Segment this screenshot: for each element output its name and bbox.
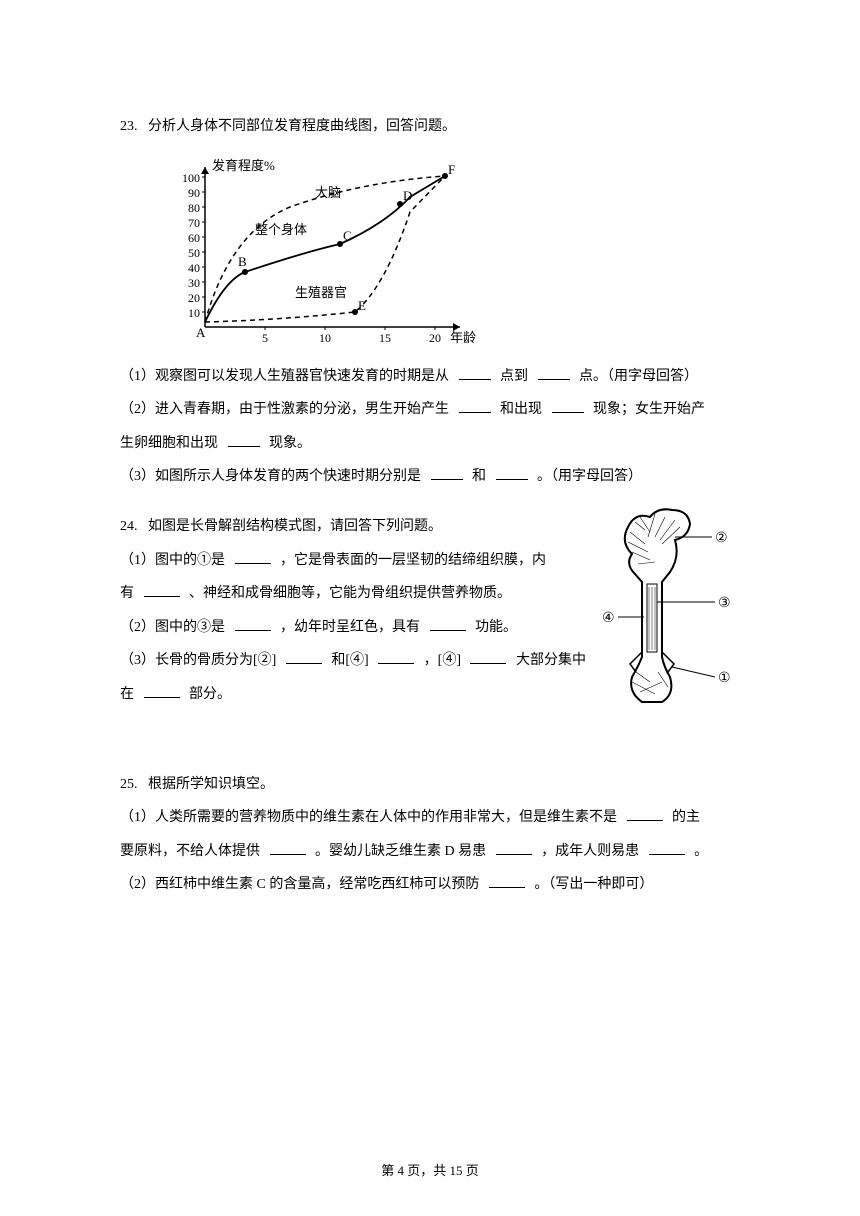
page-current: 4: [397, 1163, 404, 1178]
q25-number: 25.: [120, 777, 138, 792]
svg-text:70: 70: [188, 216, 200, 230]
letter-d: D: [403, 188, 412, 203]
chart-svg: 发育程度% 10 20 30 40 50 60 70 80 90 100: [160, 152, 480, 352]
svg-text:20: 20: [188, 291, 200, 305]
q25-intro-line: 25. 根据所学知识填空。: [120, 768, 740, 802]
q23-p3: （3）如图所示人身体发育的两个快速时期分别是 和 。（用字母回答）: [120, 460, 740, 494]
x-label: 年龄: [450, 330, 476, 345]
repro-label: 生殖器官: [295, 285, 347, 300]
x-ticks: 5 10 15 20: [262, 327, 441, 345]
bone-diagram: ① ② ③ ④: [600, 502, 740, 712]
svg-text:100: 100: [182, 171, 200, 185]
q24-p2: （2）图中的③是 ，幼年时呈红色，具有 功能。: [120, 611, 592, 645]
svg-text:30: 30: [188, 276, 200, 290]
y-title: 发育程度%: [212, 158, 275, 173]
q25-intro: 根据所学知识填空。: [148, 777, 274, 792]
bone-svg: ① ② ③ ④: [600, 502, 740, 712]
q25-p2: （2）西红柿中维生素 C 的含量高，经常吃西红柿可以预防 。（写出一种即可）: [120, 868, 740, 902]
q24-intro: 如图是长骨解剖结构模式图，请回答下列问题。: [148, 519, 442, 534]
body-label: 整个身体: [255, 222, 307, 237]
blank[interactable]: [286, 663, 322, 664]
svg-text:60: 60: [188, 231, 200, 245]
q23-number: 23.: [120, 119, 138, 134]
blank[interactable]: [459, 412, 491, 413]
blank[interactable]: [270, 854, 306, 855]
blank[interactable]: [144, 596, 180, 597]
blank[interactable]: [144, 697, 180, 698]
q23-p2: （2）进入青春期，由于性激素的分泌，男生开始产生 和出现 现象；女生开始产: [120, 393, 740, 427]
blank[interactable]: [470, 663, 506, 664]
letter-b: B: [238, 254, 247, 269]
spacer: [120, 728, 740, 768]
point-b: [242, 269, 248, 275]
blank[interactable]: [235, 630, 271, 631]
blank[interactable]: [538, 379, 570, 380]
svg-text:15: 15: [379, 331, 391, 345]
blank[interactable]: [378, 663, 414, 664]
q24-text: 24. 如图是长骨解剖结构模式图，请回答下列问题。 （1）图中的①是 ，它是骨表…: [120, 510, 592, 712]
q23-intro: 分析人身体不同部位发育程度曲线图，回答问题。: [148, 119, 456, 134]
q23-intro-line: 23. 分析人身体不同部位发育程度曲线图，回答问题。: [120, 110, 740, 144]
blank[interactable]: [459, 379, 491, 380]
blank[interactable]: [430, 630, 466, 631]
blank[interactable]: [649, 854, 685, 855]
svg-text:90: 90: [188, 186, 200, 200]
svg-text:40: 40: [188, 261, 200, 275]
q24-number: 24.: [120, 519, 138, 534]
page-total: 15: [450, 1163, 463, 1178]
page-footer: 第 4 页，共 15 页: [0, 1155, 860, 1186]
blank[interactable]: [496, 854, 532, 855]
q24-p1a: （1）图中的①是 ，它是骨表面的一层坚韧的结缔组织膜，内: [120, 544, 592, 578]
blank[interactable]: [489, 887, 525, 888]
svg-text:10: 10: [188, 306, 200, 320]
question-24: ① ② ③ ④ 24. 如图是长骨解剖结构模式图，请回答下列问题。 （1）图中的…: [120, 510, 740, 712]
blank[interactable]: [235, 563, 271, 564]
label-2: ②: [715, 531, 728, 546]
blank[interactable]: [431, 479, 463, 480]
letter-e: E: [358, 298, 366, 313]
svg-text:80: 80: [188, 201, 200, 215]
label-3: ③: [718, 596, 731, 611]
y-arrow: [201, 167, 209, 174]
development-chart: 发育程度% 10 20 30 40 50 60 70 80 90 100: [160, 152, 480, 352]
q23-p2b: 生卵细胞和出现 现象。: [120, 427, 740, 461]
letter-f: F: [448, 162, 455, 177]
svg-text:20: 20: [429, 331, 441, 345]
q24-p3b: 在 部分。: [120, 678, 592, 712]
y-ticks: 10 20 30 40 50 60 70 80 90 100: [182, 171, 205, 320]
q24-intro-line: 24. 如图是长骨解剖结构模式图，请回答下列问题。: [120, 510, 592, 544]
blank[interactable]: [627, 820, 663, 821]
q25-p1b: 要原料，不给人体提供 。婴幼儿缺乏维生素 D 易患 ，成年人则易患 。: [120, 835, 740, 869]
q24-p3a: （3）长骨的骨质分为[②] 和[④] ，[④] 大部分集中: [120, 644, 592, 678]
blank[interactable]: [552, 412, 584, 413]
q23-p1: （1）观察图可以发现人生殖器官快速发育的时期是从 点到 点。（用字母回答）: [120, 360, 740, 394]
svg-text:10: 10: [319, 331, 331, 345]
blank[interactable]: [228, 446, 260, 447]
svg-text:50: 50: [188, 246, 200, 260]
brain-label: 大脑: [315, 185, 341, 200]
svg-text:5: 5: [262, 331, 268, 345]
letter-c: C: [343, 228, 352, 243]
question-23: 23. 分析人身体不同部位发育程度曲线图，回答问题。 发育程度% 10 20 3…: [120, 110, 740, 494]
label-4: ④: [602, 611, 615, 626]
question-25: 25. 根据所学知识填空。 （1）人类所需要的营养物质中的维生素在人体中的作用非…: [120, 768, 740, 902]
letter-a: A: [196, 325, 206, 340]
leader-1: [672, 667, 715, 677]
label-1: ①: [718, 671, 731, 686]
q25-p1a: （1）人类所需要的营养物质中的维生素在人体中的作用非常大，但是维生素不是 的主: [120, 801, 740, 835]
q24-p1b: 有 、神经和成骨细胞等，它能为骨组织提供营养物质。: [120, 577, 592, 611]
blank[interactable]: [496, 479, 528, 480]
